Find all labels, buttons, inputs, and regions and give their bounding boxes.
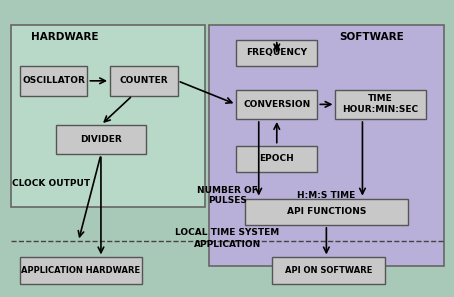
FancyBboxPatch shape [336, 90, 425, 119]
Text: CLOCK OUTPUT: CLOCK OUTPUT [12, 179, 90, 188]
Text: API ON SOFTWARE: API ON SOFTWARE [285, 266, 372, 275]
Text: TIME
HOUR:MIN:SEC: TIME HOUR:MIN:SEC [342, 94, 419, 114]
Text: COUNTER: COUNTER [119, 76, 168, 85]
Text: LOCAL TIME SYSTEM: LOCAL TIME SYSTEM [175, 228, 279, 237]
Text: APPLICATION: APPLICATION [193, 240, 261, 249]
Text: NUMBER OF
PULSES: NUMBER OF PULSES [197, 186, 257, 205]
Text: FREQUENCY: FREQUENCY [246, 48, 307, 57]
FancyBboxPatch shape [209, 25, 444, 266]
FancyBboxPatch shape [236, 146, 317, 172]
FancyBboxPatch shape [11, 25, 205, 207]
FancyBboxPatch shape [20, 257, 142, 284]
Text: HARDWARE: HARDWARE [31, 32, 99, 42]
Text: DIVIDER: DIVIDER [80, 135, 122, 144]
FancyBboxPatch shape [20, 66, 88, 96]
FancyBboxPatch shape [245, 198, 408, 225]
Text: APPLICATION HARDWARE: APPLICATION HARDWARE [21, 266, 140, 275]
FancyBboxPatch shape [110, 66, 178, 96]
Text: API FUNCTIONS: API FUNCTIONS [286, 207, 366, 216]
FancyBboxPatch shape [56, 125, 146, 154]
Text: H:M:S TIME: H:M:S TIME [297, 191, 355, 200]
Text: OSCILLATOR: OSCILLATOR [22, 76, 85, 85]
Text: EPOCH: EPOCH [259, 154, 294, 163]
Text: SOFTWARE: SOFTWARE [339, 32, 404, 42]
FancyBboxPatch shape [236, 90, 317, 119]
Text: CONVERSION: CONVERSION [243, 100, 311, 109]
FancyBboxPatch shape [236, 40, 317, 66]
FancyBboxPatch shape [272, 257, 385, 284]
